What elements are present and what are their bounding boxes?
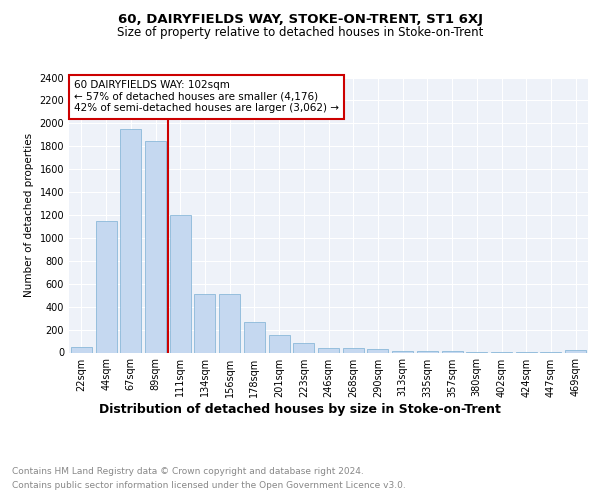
Bar bbox=[95, 220, 116, 352]
Text: Contains public sector information licensed under the Open Government Licence v3: Contains public sector information licen… bbox=[12, 481, 406, 490]
Bar bbox=[170, 215, 191, 352]
Bar bbox=[269, 334, 290, 352]
Text: Contains HM Land Registry data © Crown copyright and database right 2024.: Contains HM Land Registry data © Crown c… bbox=[12, 468, 364, 476]
Bar bbox=[145, 140, 166, 352]
Text: 60 DAIRYFIELDS WAY: 102sqm
← 57% of detached houses are smaller (4,176)
42% of s: 60 DAIRYFIELDS WAY: 102sqm ← 57% of deta… bbox=[74, 80, 339, 114]
Bar bbox=[244, 322, 265, 352]
Bar bbox=[343, 348, 364, 352]
Bar bbox=[120, 129, 141, 352]
Bar bbox=[367, 349, 388, 352]
Text: Size of property relative to detached houses in Stoke-on-Trent: Size of property relative to detached ho… bbox=[117, 26, 483, 39]
Text: Distribution of detached houses by size in Stoke-on-Trent: Distribution of detached houses by size … bbox=[99, 402, 501, 415]
Bar bbox=[71, 347, 92, 352]
Text: 60, DAIRYFIELDS WAY, STOKE-ON-TRENT, ST1 6XJ: 60, DAIRYFIELDS WAY, STOKE-ON-TRENT, ST1… bbox=[118, 12, 482, 26]
Bar bbox=[392, 351, 413, 352]
Bar bbox=[219, 294, 240, 352]
Bar bbox=[565, 350, 586, 352]
Bar bbox=[318, 348, 339, 352]
Y-axis label: Number of detached properties: Number of detached properties bbox=[24, 133, 34, 297]
Bar bbox=[194, 294, 215, 352]
Bar bbox=[293, 344, 314, 352]
